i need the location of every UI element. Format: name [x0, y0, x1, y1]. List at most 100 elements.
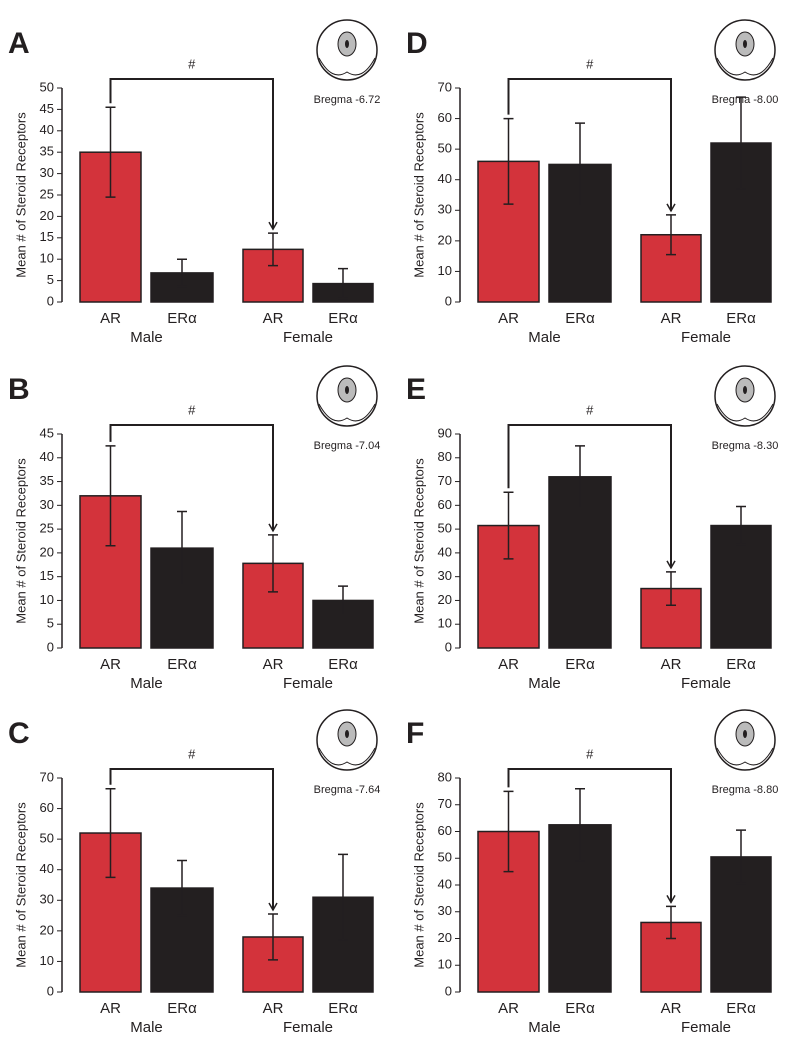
group-label: Female — [283, 1019, 333, 1036]
brain-ventricle — [743, 386, 747, 394]
y-tick-label: 10 — [438, 263, 452, 278]
error-bar — [575, 787, 585, 862]
y-tick-label: 50 — [438, 521, 452, 536]
error-bar — [338, 853, 348, 941]
y-tick-label: 70 — [438, 79, 452, 94]
significance-bracket — [507, 78, 672, 211]
y-tick-label: 0 — [445, 639, 452, 654]
brain-lobes — [716, 747, 774, 766]
y-tick-label: 10 — [40, 953, 54, 968]
x-tick-label: AR — [661, 656, 682, 673]
panel: E Bregma -8.30 Mean # of Steroid Receptors… — [406, 365, 778, 692]
x-tick-label: AR — [263, 1000, 284, 1017]
y-tick-label: 0 — [47, 293, 54, 308]
panel-letter: C — [8, 717, 30, 750]
y-tick-label: 25 — [40, 186, 54, 201]
brain-lobes — [716, 403, 774, 422]
y-tick-label: 80 — [438, 449, 452, 464]
panel: A Bregma -6.72 Mean # of Steroid Receptors… — [8, 19, 381, 346]
panel: C Bregma -7.64 Mean # of Steroid Receptors… — [8, 709, 380, 1036]
y-tick-label: 10 — [40, 592, 54, 607]
group-label: Female — [681, 329, 731, 346]
panel: D Bregma -8.00 Mean # of Steroid Receptors… — [406, 19, 778, 346]
error-bar — [177, 510, 187, 586]
x-tick-label: ERα — [328, 310, 358, 327]
group-label: Male — [130, 675, 163, 692]
error-bar — [503, 491, 514, 560]
y-axis-label: Mean # of Steroid Receptors — [411, 802, 426, 968]
error-bar — [177, 258, 187, 288]
brain-lobes — [318, 403, 376, 422]
bracket-arrow — [268, 902, 278, 912]
y-axis-label: Mean # of Steroid Receptors — [411, 112, 426, 278]
significance-label: # — [188, 56, 196, 71]
error-bar — [736, 96, 746, 190]
bracket-arrow — [666, 203, 676, 213]
y-tick-label: 20 — [40, 208, 54, 223]
brain-ventricle — [345, 386, 349, 394]
panel: F Bregma -8.80 Mean # of Steroid Receptors… — [406, 709, 779, 1036]
bar — [710, 524, 772, 649]
y-tick-label: 0 — [47, 639, 54, 654]
group-label: Female — [681, 1019, 731, 1036]
bregma-label: Bregma -8.80 — [712, 784, 779, 796]
group-label: Female — [681, 675, 731, 692]
y-tick-label: 20 — [438, 592, 452, 607]
y-tick-label: 70 — [438, 473, 452, 488]
group-label: Male — [130, 1019, 163, 1036]
y-tick-label: 45 — [40, 101, 54, 116]
bregma-label: Bregma -6.72 — [314, 94, 381, 106]
panel-letter: F — [406, 717, 424, 750]
y-tick-label: 0 — [445, 293, 452, 308]
significance-bracket — [109, 768, 274, 911]
y-tick-label: 30 — [438, 903, 452, 918]
x-tick-label: ERα — [565, 310, 595, 327]
y-tick-label: 30 — [40, 497, 54, 512]
x-tick-label: ERα — [328, 1000, 358, 1017]
significance-bracket — [109, 78, 274, 230]
y-tick-label: 20 — [40, 544, 54, 559]
x-tick-label: AR — [498, 1000, 519, 1017]
x-tick-label: ERα — [328, 656, 358, 673]
error-bar — [177, 859, 187, 917]
y-tick-label: 30 — [438, 202, 452, 217]
y-tick-label: 5 — [47, 272, 54, 287]
y-tick-label: 25 — [40, 521, 54, 536]
y-tick-label: 20 — [438, 930, 452, 945]
group-label: Male — [528, 675, 561, 692]
panel-letter: A — [8, 27, 30, 60]
panel: B Bregma -7.04 Mean # of Steroid Receptors… — [8, 365, 381, 692]
brain-lobes — [318, 747, 376, 766]
error-bar — [736, 829, 746, 885]
y-tick-label: 60 — [438, 110, 452, 125]
y-axis-label: Mean # of Steroid Receptors — [13, 802, 28, 968]
y-tick-label: 90 — [438, 425, 452, 440]
error-bar — [268, 232, 278, 267]
error-bar — [575, 445, 585, 509]
x-tick-label: ERα — [726, 310, 756, 327]
x-tick-label: AR — [100, 1000, 121, 1017]
error-bar — [666, 905, 676, 940]
x-tick-label: ERα — [565, 656, 595, 673]
y-tick-label: 60 — [438, 823, 452, 838]
y-tick-label: 70 — [40, 769, 54, 784]
y-axis-label: Mean # of Steroid Receptors — [411, 458, 426, 624]
group-label: Female — [283, 675, 333, 692]
bregma-label: Bregma -7.04 — [314, 440, 381, 452]
y-tick-label: 50 — [438, 850, 452, 865]
group-label: Male — [130, 329, 163, 346]
y-tick-label: 35 — [40, 473, 54, 488]
significance-bracket — [507, 768, 672, 903]
x-tick-label: ERα — [167, 656, 197, 673]
error-bar — [268, 913, 278, 961]
brain-ventricle — [743, 40, 747, 48]
x-tick-label: ERα — [565, 1000, 595, 1017]
significance-label: # — [586, 56, 594, 71]
error-bar — [666, 571, 676, 606]
x-tick-label: AR — [100, 656, 121, 673]
x-tick-label: AR — [661, 1000, 682, 1017]
panel-letter: B — [8, 373, 30, 406]
brain-ventricle — [743, 730, 747, 738]
y-tick-label: 70 — [438, 796, 452, 811]
